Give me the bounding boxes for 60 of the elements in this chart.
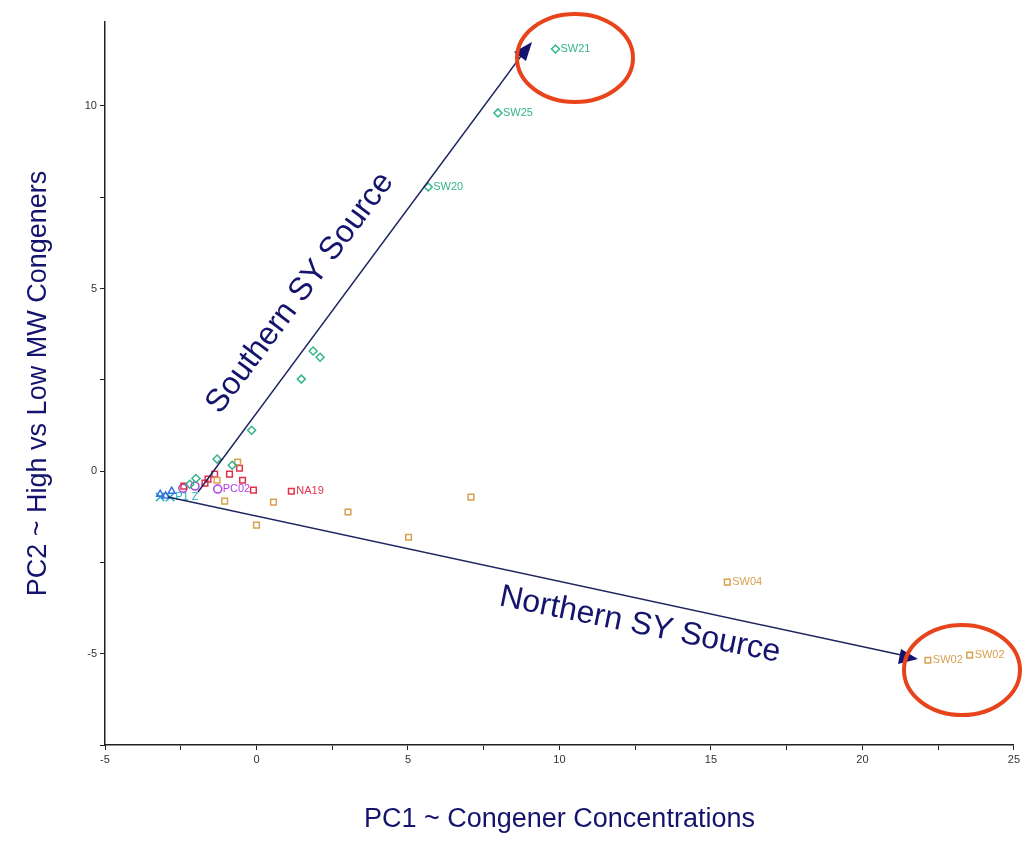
point: [924, 656, 932, 664]
point: [308, 346, 318, 356]
point: [155, 492, 166, 503]
point: [493, 108, 503, 118]
point: [190, 481, 200, 491]
point: [249, 486, 258, 494]
point: [234, 458, 242, 466]
point: [191, 473, 201, 484]
point: [225, 470, 234, 478]
point: [221, 497, 229, 505]
x-tick-label: 5: [404, 752, 412, 765]
point: [296, 374, 307, 384]
point: [238, 476, 247, 484]
point: [550, 44, 561, 54]
annotation: P1 Z: [175, 490, 199, 503]
x-tick-label: 15: [704, 752, 718, 765]
x-tick-label: 25: [1007, 752, 1021, 765]
annotation: PC02: [222, 482, 251, 495]
point: [269, 498, 278, 506]
point: [167, 486, 176, 494]
point: [966, 651, 974, 659]
point: [212, 454, 222, 464]
x-tick-label: 20: [856, 752, 869, 765]
point: [467, 493, 475, 501]
y-tick-label: 0: [90, 464, 97, 477]
annotation: NA19: [296, 484, 324, 497]
point: [155, 489, 165, 497]
annotation: SW02: [974, 648, 1005, 661]
annotation: SW20: [433, 180, 464, 193]
point: [287, 487, 295, 495]
point: [212, 484, 223, 494]
annotation: SW25: [502, 105, 533, 118]
point: [201, 479, 209, 487]
point: [185, 479, 195, 490]
point: [180, 482, 188, 490]
point: [404, 533, 413, 541]
point: [211, 470, 219, 478]
x-tick-label: -5: [100, 752, 110, 765]
y-tick-label: 5: [90, 281, 97, 294]
x-tick-label: 10: [553, 752, 566, 765]
x-axis-title: PC1 ~ Congener Concentrations: [363, 803, 755, 834]
y-axis-title: PC2 ~ High vs Low MW Congeners: [21, 170, 52, 597]
annotation: SW02: [932, 653, 963, 666]
point: [723, 578, 731, 586]
y-tick-label: 10: [84, 99, 97, 112]
point: [204, 475, 212, 483]
point: [423, 182, 434, 192]
annotation: SW21: [560, 42, 591, 55]
point: [165, 492, 176, 503]
point: [246, 425, 257, 435]
point: [344, 508, 352, 516]
point: [213, 476, 221, 484]
x-tick-label: 0: [253, 752, 260, 765]
y-tick-label: -5: [87, 646, 97, 659]
point: [227, 460, 237, 471]
annotation: SW04: [732, 575, 763, 588]
point: [315, 352, 325, 362]
point: [161, 491, 170, 499]
point: [235, 464, 244, 472]
point: [252, 521, 261, 529]
